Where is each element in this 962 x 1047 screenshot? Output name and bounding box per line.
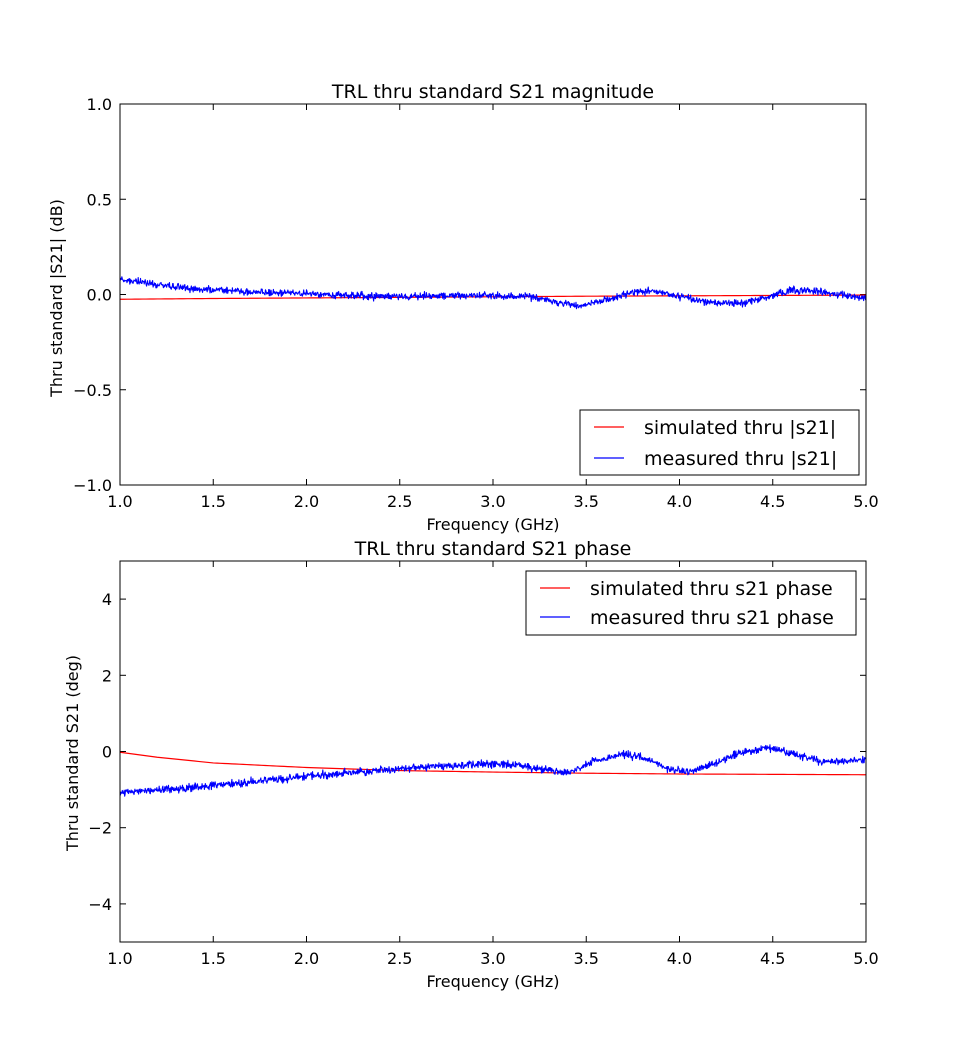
x-tick-label: 1.5 [201, 949, 226, 968]
x-axis-label: Frequency (GHz) [426, 972, 559, 991]
legend-label-simulated: simulated thru |s21| [644, 417, 836, 439]
x-tick-label: 4.5 [760, 949, 785, 968]
x-tick-label: 2.0 [294, 949, 319, 968]
x-tick-label: 3.0 [480, 949, 505, 968]
y-tick-labels: −4 −2 0 2 4 [88, 590, 112, 914]
y-tick-label: 0.0 [87, 286, 112, 305]
y-tick-label: −1.0 [73, 476, 112, 495]
legend: simulated thru |s21| measured thru |s21| [579, 409, 860, 476]
chart-title: TRL thru standard S21 phase [354, 538, 632, 560]
plot-frame [119, 560, 867, 943]
y-tick-label: −4 [88, 895, 112, 914]
y-tick-label: −0.5 [73, 381, 112, 400]
x-tick-label: 4.0 [667, 492, 692, 511]
legend: simulated thru s21 phase measured thru s… [525, 570, 857, 636]
y-tick-label: −2 [88, 819, 112, 838]
tick-marks [119, 561, 867, 942]
y-axis-label: Thru standard S21 (deg) [63, 655, 82, 852]
legend-box [579, 409, 860, 476]
simulated-series-line [119, 751, 867, 776]
x-tick-labels: 1.0 1.5 2.0 2.5 3.0 3.5 4.0 4.5 5.0 [107, 949, 878, 968]
x-tick-label: 4.0 [667, 949, 692, 968]
phase-chart: TRL thru standard S21 phase Frequency (G… [63, 538, 879, 991]
legend-label-measured: measured thru s21 phase [590, 607, 834, 629]
x-tick-label: 1.5 [201, 492, 226, 511]
x-tick-labels: 1.0 1.5 2.0 2.5 3.0 3.5 4.0 4.5 5.0 [107, 492, 878, 511]
legend-label-measured: measured thru |s21| [644, 448, 837, 470]
x-tick-label: 2.5 [387, 949, 412, 968]
y-tick-label: 0 [102, 743, 112, 762]
y-tick-label: 0.5 [87, 190, 112, 209]
simulated-series-line [119, 294, 867, 300]
x-axis-label: Frequency (GHz) [426, 515, 559, 534]
y-tick-label: 4 [102, 590, 112, 609]
x-tick-label: 3.0 [480, 492, 505, 511]
x-tick-label: 2.5 [387, 492, 412, 511]
y-tick-labels: −1.0 −0.5 0.0 0.5 1.0 [73, 95, 112, 495]
series-lines [119, 744, 867, 797]
measured-series-line [119, 276, 867, 310]
x-tick-label: 2.0 [294, 492, 319, 511]
measured-series-line [119, 744, 867, 797]
x-tick-label: 4.5 [760, 492, 785, 511]
x-tick-label: 5.0 [853, 949, 878, 968]
y-tick-label: 2 [102, 666, 112, 685]
y-axis-label: Thru standard |S21| (dB) [47, 199, 66, 398]
series-lines [119, 276, 867, 310]
y-tick-label: 1.0 [87, 95, 112, 114]
x-tick-label: 1.0 [107, 492, 132, 511]
legend-box [525, 570, 857, 636]
legend-label-simulated: simulated thru s21 phase [590, 578, 833, 600]
x-tick-label: 3.5 [574, 949, 599, 968]
plot-frame [119, 103, 867, 486]
x-tick-label: 5.0 [853, 492, 878, 511]
magnitude-chart: TRL thru standard S21 magnitude Frequenc… [47, 81, 879, 534]
chart-title: TRL thru standard S21 magnitude [331, 81, 654, 103]
x-tick-label: 1.0 [107, 949, 132, 968]
x-tick-label: 3.5 [574, 492, 599, 511]
